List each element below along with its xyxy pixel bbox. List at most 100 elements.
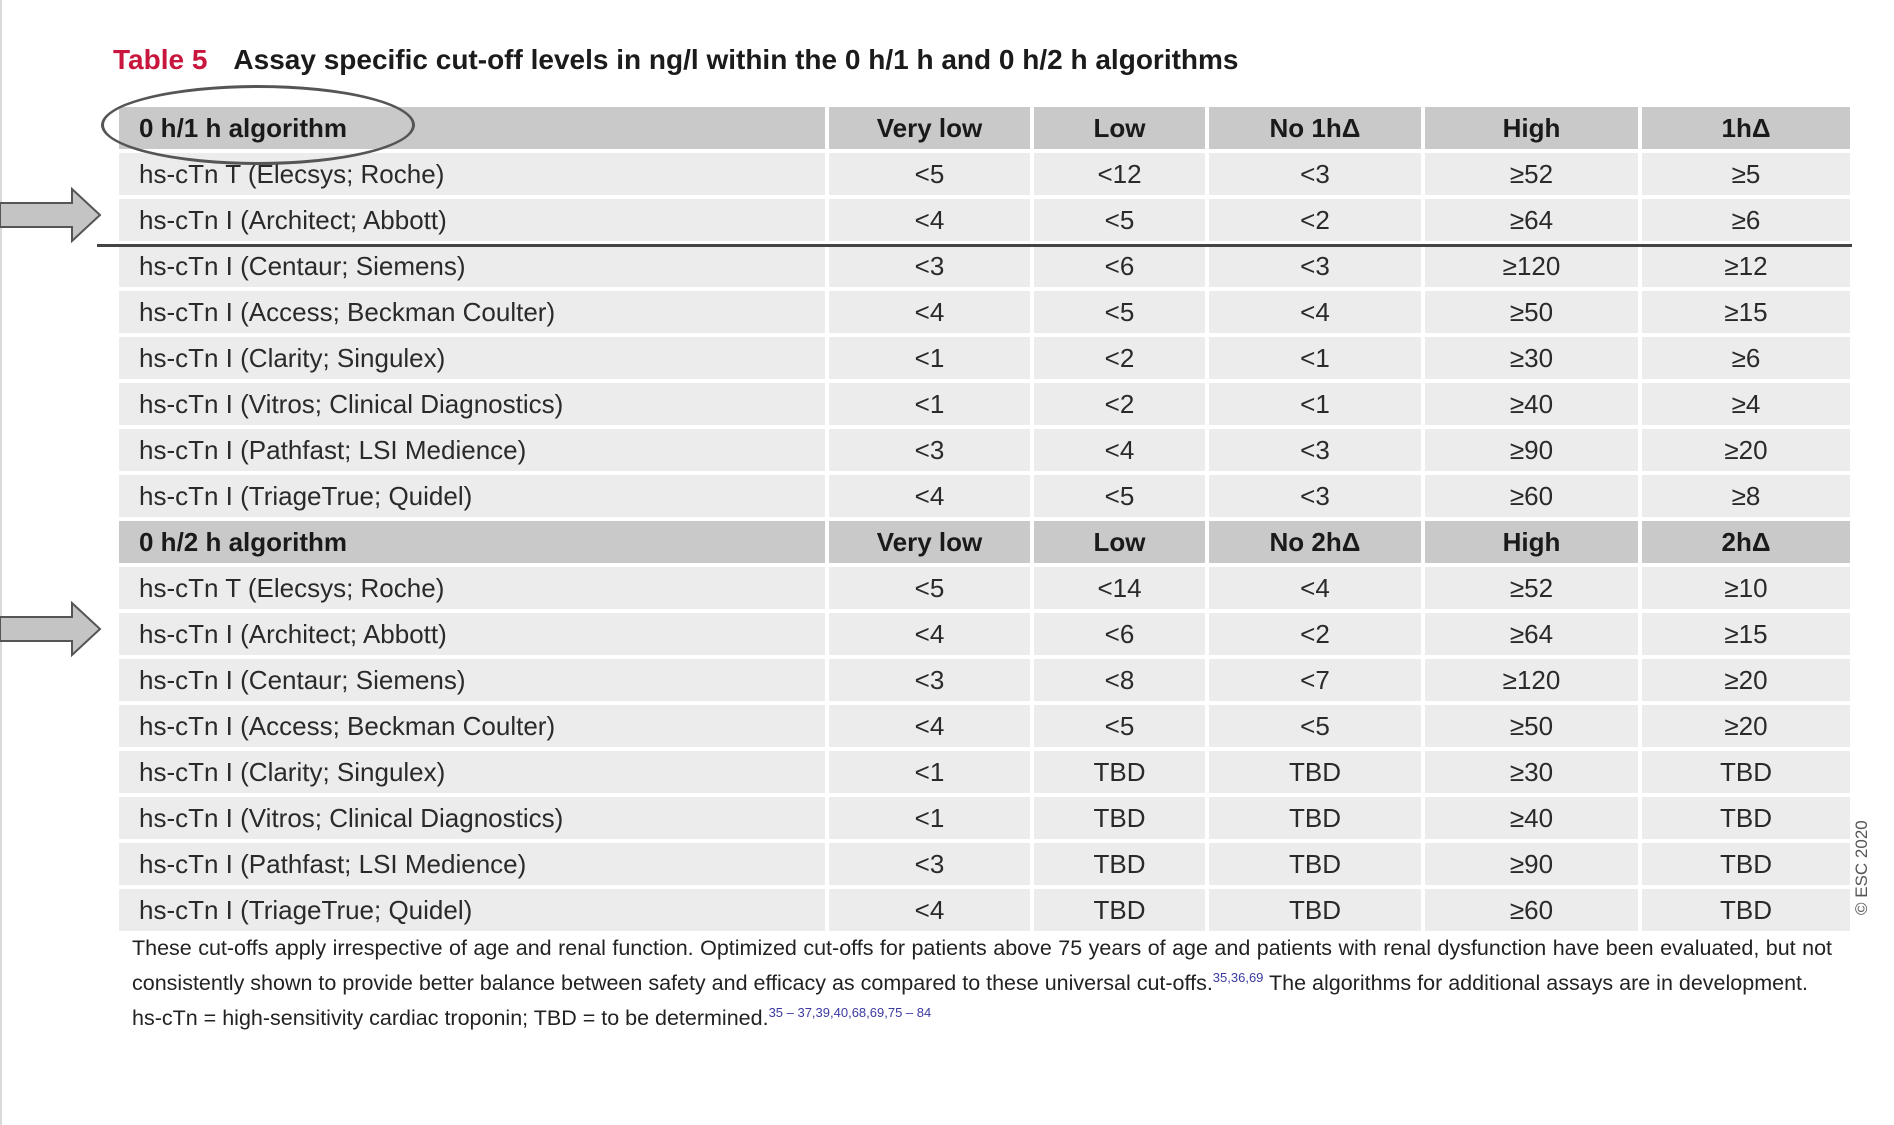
column-header-cell: Low xyxy=(1034,521,1205,563)
cutoff-value-cell: ≥20 xyxy=(1642,659,1850,701)
table-row: hs-cTn I (TriageTrue; Quidel) <4 TBD TBD ≥60… xyxy=(119,889,1850,931)
abbreviation-reference: 35 – 37,39,40,68,69,75 – 84 xyxy=(768,1005,932,1020)
table-row: hs-cTn I (Access; Beckman Coulter) <4 <5 <4… xyxy=(119,291,1850,333)
assay-name-cell: hs-cTn I (Vitros; Clinical Diagnostics) xyxy=(119,797,825,839)
cutoff-value-cell: ≥20 xyxy=(1642,429,1850,471)
table-row: hs-cTn I (Centaur; Siemens) <3 <8 <7 ≥120 ≥20 xyxy=(119,659,1850,701)
table-number: Table 5 xyxy=(113,44,208,75)
cutoff-value-cell: <2 xyxy=(1034,337,1205,379)
cutoff-value-cell: <5 xyxy=(1034,199,1205,241)
cutoff-value-cell: <5 xyxy=(1034,705,1205,747)
assay-name-cell: hs-cTn I (Access; Beckman Coulter) xyxy=(119,705,825,747)
cutoff-value-cell: ≥60 xyxy=(1425,475,1638,517)
cutoff-value-cell: ≥64 xyxy=(1425,199,1638,241)
cutoff-value-cell: TBD xyxy=(1034,843,1205,885)
table-footnotes: These cut-offs apply irrespective of age… xyxy=(132,933,1832,1033)
cutoff-value-cell: <6 xyxy=(1034,245,1205,287)
table-row: hs-cTn I (TriageTrue; Quidel) <4 <5 <3 ≥60 ≥8 xyxy=(119,475,1850,517)
footnote-abbreviations: hs-cTn = high-sensitivity cardiac tropon… xyxy=(132,998,1832,1033)
cutoff-value-cell: ≥52 xyxy=(1425,567,1638,609)
cutoff-value-cell: <5 xyxy=(1034,475,1205,517)
cutoff-value-cell: <5 xyxy=(829,567,1030,609)
assay-name-cell: hs-cTn I (Vitros; Clinical Diagnostics) xyxy=(119,383,825,425)
cutoff-value-cell: ≥52 xyxy=(1425,153,1638,195)
cutoff-value-cell: ≥50 xyxy=(1425,705,1638,747)
cutoff-value-cell: ≥90 xyxy=(1425,843,1638,885)
cutoff-value-cell: ≥60 xyxy=(1425,889,1638,931)
cutoff-value-cell: <3 xyxy=(1209,429,1421,471)
cutoff-value-cell: ≥15 xyxy=(1642,291,1850,333)
cutoff-value-cell: TBD xyxy=(1642,889,1850,931)
cutoff-value-cell: ≥20 xyxy=(1642,705,1850,747)
footnote-cutoffs: These cut-offs apply irrespective of age… xyxy=(132,933,1832,998)
cutoff-value-cell: <4 xyxy=(1034,429,1205,471)
cutoff-value-cell: <3 xyxy=(829,429,1030,471)
cutoff-value-cell: ≥90 xyxy=(1425,429,1638,471)
cutoff-value-cell: ≥50 xyxy=(1425,291,1638,333)
right-arrow-icon xyxy=(0,601,102,657)
footnote-text-1: These cut-offs apply irrespective of age… xyxy=(132,936,1832,995)
cutoff-value-cell: ≥120 xyxy=(1425,659,1638,701)
cutoff-value-cell: ≥4 xyxy=(1642,383,1850,425)
cutoff-value-cell: <5 xyxy=(829,153,1030,195)
cutoff-value-cell: TBD xyxy=(1642,843,1850,885)
cutoff-value-cell: TBD xyxy=(1642,797,1850,839)
table-row: hs-cTn T (Elecsys; Roche) <5 <14 <4 ≥52 ≥10 xyxy=(119,567,1850,609)
table-row: hs-cTn I (Vitros; Clinical Diagnostics) <… xyxy=(119,797,1850,839)
cutoff-value-cell: <8 xyxy=(1034,659,1205,701)
table-row: hs-cTn I (Architect; Abbott) <4 <5 <2 ≥64 ≥6 xyxy=(119,199,1850,241)
cutoff-value-cell: <3 xyxy=(829,245,1030,287)
cutoff-value-cell: TBD xyxy=(1642,751,1850,793)
assay-name-cell: hs-cTn T (Elecsys; Roche) xyxy=(119,153,825,195)
cutoff-value-cell: <6 xyxy=(1034,613,1205,655)
cutoff-value-cell: ≥12 xyxy=(1642,245,1850,287)
cutoff-value-cell: <4 xyxy=(829,475,1030,517)
cutoff-value-cell: <1 xyxy=(829,337,1030,379)
right-arrow-icon xyxy=(0,187,102,243)
cutoff-table: 0 h/1 h algorithm Very low Low No 1hΔ High 1h… xyxy=(115,103,1854,935)
cutoff-value-cell: <4 xyxy=(829,889,1030,931)
cutoff-value-cell: ≥120 xyxy=(1425,245,1638,287)
table-row: hs-cTn I (Centaur; Siemens) <3 <6 <3 ≥120 ≥12 xyxy=(119,245,1850,287)
cutoff-value-cell: ≥30 xyxy=(1425,337,1638,379)
table-header-row: 0 h/2 h algorithm Very low Low No 2hΔ High 2h… xyxy=(119,521,1850,563)
cutoff-value-cell: TBD xyxy=(1034,889,1205,931)
cutoff-value-cell: <3 xyxy=(1209,475,1421,517)
cutoff-value-cell: ≥6 xyxy=(1642,337,1850,379)
assay-name-cell: hs-cTn T (Elecsys; Roche) xyxy=(119,567,825,609)
assay-name-cell: hs-cTn I (Clarity; Singulex) xyxy=(119,337,825,379)
cutoff-value-cell: ≥40 xyxy=(1425,383,1638,425)
table-title: Assay specific cut-off levels in ng/l wi… xyxy=(233,44,1239,75)
cutoff-value-cell: <12 xyxy=(1034,153,1205,195)
cutoff-value-cell: ≥15 xyxy=(1642,613,1850,655)
cutoff-value-cell: <1 xyxy=(829,751,1030,793)
cutoff-value-cell: <4 xyxy=(829,199,1030,241)
cutoff-value-cell: <2 xyxy=(1034,383,1205,425)
algorithm-header-cell: 0 h/2 h algorithm xyxy=(119,521,825,563)
table-caption: Table 5 Assay specific cut-off levels in… xyxy=(113,44,1239,84)
cutoff-value-cell: <7 xyxy=(1209,659,1421,701)
table-row: hs-cTn I (Pathfast; LSI Medience) <3 <4 <3 ≥… xyxy=(119,429,1850,471)
page-edge xyxy=(0,0,2,1125)
cutoff-value-cell: ≥10 xyxy=(1642,567,1850,609)
cutoff-value-cell: <5 xyxy=(1034,291,1205,333)
column-header-cell: High xyxy=(1425,521,1638,563)
cutoff-value-cell: <3 xyxy=(829,659,1030,701)
highlight-divider-line xyxy=(97,244,1852,247)
cutoff-value-cell: <1 xyxy=(829,383,1030,425)
cutoff-value-cell: TBD xyxy=(1034,751,1205,793)
cutoff-value-cell: <5 xyxy=(1209,705,1421,747)
highlight-circle xyxy=(101,85,415,165)
table-row: hs-cTn I (Access; Beckman Coulter) <4 <5 <5… xyxy=(119,705,1850,747)
cutoff-value-cell: <4 xyxy=(1209,291,1421,333)
cutoff-value-cell: <4 xyxy=(1209,567,1421,609)
table-row: hs-cTn I (Clarity; Singulex) <1 TBD TBD ≥30 T… xyxy=(119,751,1850,793)
cutoff-value-cell: <4 xyxy=(829,291,1030,333)
cutoff-value-cell: TBD xyxy=(1209,751,1421,793)
cutoff-value-cell: <2 xyxy=(1209,199,1421,241)
column-header-cell: 1hΔ xyxy=(1642,107,1850,149)
table-row: hs-cTn I (Pathfast; LSI Medience) <3 TBD TB… xyxy=(119,843,1850,885)
cutoff-value-cell: <4 xyxy=(829,705,1030,747)
column-header-cell: Low xyxy=(1034,107,1205,149)
cutoff-value-cell: TBD xyxy=(1209,889,1421,931)
